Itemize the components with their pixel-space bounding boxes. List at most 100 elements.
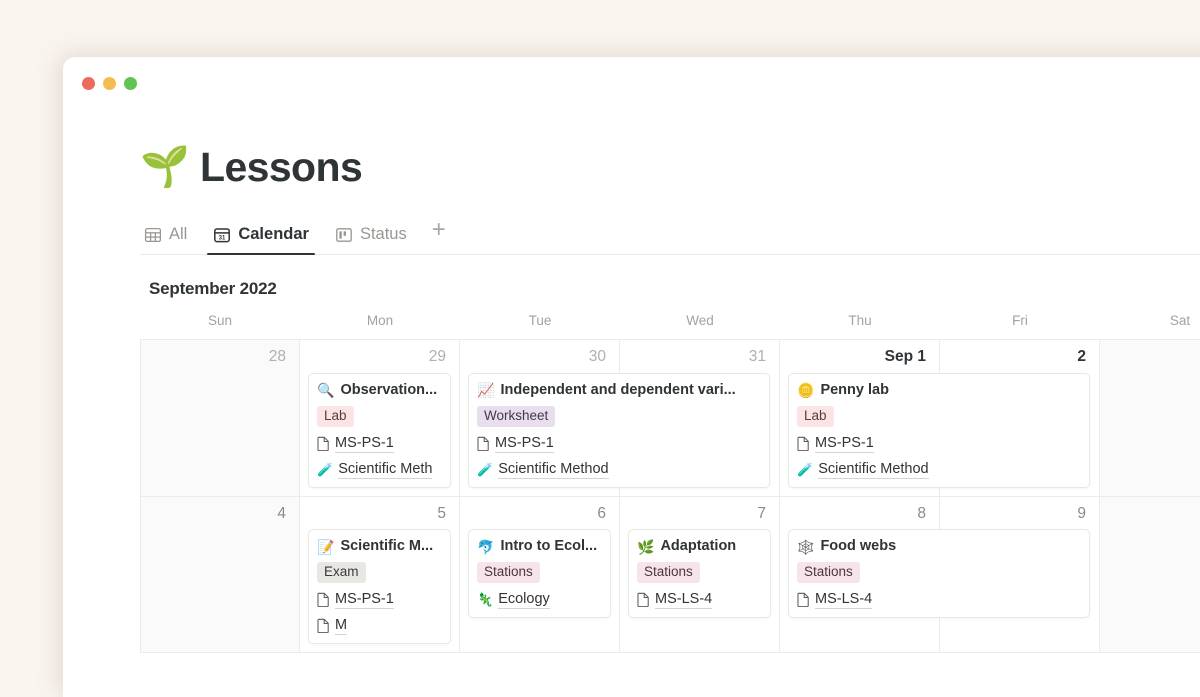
event-relation[interactable]: M <box>317 616 348 635</box>
doc-icon <box>637 592 650 607</box>
calendar-day-cell[interactable]: 6 🐬 Intro to Ecol... Stations 🦎 Ecology <box>460 496 620 652</box>
event-relation-row: MS-PS-1 <box>477 434 761 453</box>
calendar-day-cell[interactable]: 2 <box>940 340 1100 496</box>
calendar-day-cell[interactable]: 28 <box>140 340 300 496</box>
tab-status-label: Status <box>359 225 407 243</box>
add-view-button[interactable]: + <box>431 215 446 243</box>
calendar-day-cell[interactable] <box>1100 340 1200 496</box>
table-icon <box>144 226 162 244</box>
event-relation[interactable]: MS-PS-1 <box>477 434 554 453</box>
close-window-button[interactable] <box>82 76 95 90</box>
memo-emoji: 📝 <box>317 538 335 555</box>
event-card[interactable]: 📈 Independent and dependent vari... Worksh… <box>468 372 770 488</box>
event-tag: Exam <box>317 562 366 583</box>
event-title: 🔍 Observation... <box>317 381 442 400</box>
calendar-day-cell[interactable]: Sep 1 🪙 Penny lab Lab MS-PS-1 🧪 Scientific Met… <box>780 340 1090 496</box>
calendar-day-cell[interactable]: 8 🕸️ Food webs Stations MS-LS-4 <box>780 496 1090 652</box>
event-relation-row: 🦎 Ecology <box>477 590 602 609</box>
event-relation-label: MS-PS-1 <box>335 434 394 453</box>
calendar-day-cell[interactable] <box>1100 496 1200 652</box>
maximize-window-button[interactable] <box>124 76 137 90</box>
doc-icon <box>477 436 490 451</box>
event-card[interactable]: 🔍 Observation... Lab MS-PS-1 🧪 Scientific Met… <box>308 372 451 488</box>
event-card[interactable]: 🌿 Adaptation Stations MS-LS-4 <box>628 529 771 618</box>
event-relation-row: M <box>317 616 442 635</box>
event-title-text: Penny lab <box>820 381 889 398</box>
calendar-day-cell[interactable]: 9 <box>940 496 1100 652</box>
event-title: 📝 Scientific M... <box>317 537 442 556</box>
board-icon <box>335 226 353 244</box>
weekday-label: Tue <box>528 313 552 328</box>
view-tabs: All 31 Calendar <box>140 215 1200 256</box>
calendar-day-cell[interactable]: 5 📝 Scientific M... Exam MS-PS-1 M <box>300 496 460 652</box>
chart-increasing-emoji: 📈 <box>477 382 495 398</box>
event-tag: Worksheet <box>477 405 556 427</box>
calendar-day-number: 6 <box>597 504 606 522</box>
event-title-text: Adaptation <box>660 538 737 554</box>
event-relation-row: MS-PS-1 <box>317 590 442 609</box>
event-title: 🪙 Penny lab <box>797 381 1081 400</box>
event-card[interactable]: 🕸️ Food webs Stations MS-LS-4 <box>788 529 1090 618</box>
event-title: 🕸️ Food webs <box>797 537 1081 556</box>
weekday-label: Sat <box>1169 313 1191 328</box>
tab-calendar-label: Calendar <box>238 225 309 243</box>
event-relation-label: MS-PS-1 <box>335 591 394 609</box>
event-title-text: Observation... <box>340 381 438 398</box>
calendar-day-cell[interactable]: 29 🔍 Observation... Lab MS-PS-1 🧪 Scientific M… <box>300 340 460 496</box>
event-relation-label: Ecology <box>498 591 550 609</box>
calendar-day-number: 30 <box>588 348 606 365</box>
coin-emoji: 🪙 <box>797 382 815 398</box>
doc-icon <box>317 436 330 451</box>
event-relation[interactable]: 🧪 Scientific Method <box>797 460 929 479</box>
calendar-day-cell[interactable]: 7 🌿 Adaptation Stations MS-LS-4 <box>620 496 780 652</box>
event-relation-row: MS-LS-4 <box>637 590 762 609</box>
event-title-text: Independent and dependent vari... <box>500 381 736 398</box>
event-relation[interactable]: MS-PS-1 <box>317 434 394 453</box>
event-relation[interactable]: 🦎 Ecology <box>477 590 550 609</box>
event-tag: Stations <box>637 562 700 583</box>
calendar-day-cell[interactable]: 4 <box>140 496 300 652</box>
weekday-label: Mon <box>366 313 394 328</box>
calendar-grid: 28 29 🔍 Observation... Lab MS-PS-1 🧪 Scientific… <box>140 339 1200 653</box>
event-card[interactable]: 🐬 Intro to Ecol... Stations 🦎 Ecology <box>468 529 611 618</box>
event-relation[interactable]: MS-PS-1 <box>317 590 394 609</box>
event-relation[interactable]: MS-LS-4 <box>637 590 713 609</box>
minimize-window-button[interactable] <box>103 76 116 90</box>
event-relation[interactable]: 🧪 Scientific Method <box>477 460 609 479</box>
event-card[interactable]: 📝 Scientific M... Exam MS-PS-1 M <box>308 529 451 644</box>
svg-text:31: 31 <box>219 235 226 241</box>
calendar-icon: 31 <box>213 226 231 244</box>
calendar-month-label: September 2022 <box>149 279 277 298</box>
weekday-label: Thu <box>848 313 872 328</box>
event-title: 📈 Independent and dependent vari... <box>477 381 761 400</box>
calendar-day-number: 2 <box>1077 348 1086 365</box>
event-relation[interactable]: 🧪 Scientific Meth <box>317 460 433 479</box>
tab-status[interactable]: Status <box>322 218 420 254</box>
event-title-text: Intro to Ecol... <box>500 538 598 554</box>
event-relation-label: MS-PS-1 <box>495 434 554 453</box>
tab-calendar[interactable]: 31 Calendar <box>200 218 322 256</box>
spider-web-emoji: 🕸️ <box>797 538 815 555</box>
doc-icon <box>317 618 330 633</box>
window-titlebar <box>63 57 1200 109</box>
event-card[interactable]: 🪙 Penny lab Lab MS-PS-1 🧪 Scientific Method <box>788 372 1090 488</box>
lizard-emoji: 🦎 <box>477 592 494 607</box>
event-relation-label: Scientific Method <box>818 460 929 479</box>
test-tube-emoji: 🧪 <box>317 461 334 477</box>
event-relation-row: MS-PS-1 <box>317 434 442 453</box>
seedling-emoji[interactable]: 🌱 <box>140 145 190 189</box>
calendar-day-number: 28 <box>268 348 286 365</box>
calendar-day-cell[interactable]: 31 <box>620 340 780 496</box>
tab-all-label: All <box>169 225 188 243</box>
event-relation[interactable]: MS-PS-1 <box>797 434 874 453</box>
weekday-label: Fri <box>1012 313 1028 328</box>
calendar-day-number: 29 <box>428 348 446 365</box>
test-tube-emoji: 🧪 <box>797 461 814 477</box>
calendar-day-cell[interactable]: 30 📈 Independent and dependent vari... Work… <box>460 340 770 496</box>
event-relation[interactable]: MS-LS-4 <box>797 590 873 609</box>
calendar-day-number: 9 <box>1077 504 1086 522</box>
event-relation-label: MS-LS-4 <box>815 591 873 609</box>
tab-all[interactable]: All <box>140 218 200 254</box>
calendar-day-number <box>1108 340 1200 357</box>
page-header: 🌱 Lessons <box>140 130 1200 204</box>
